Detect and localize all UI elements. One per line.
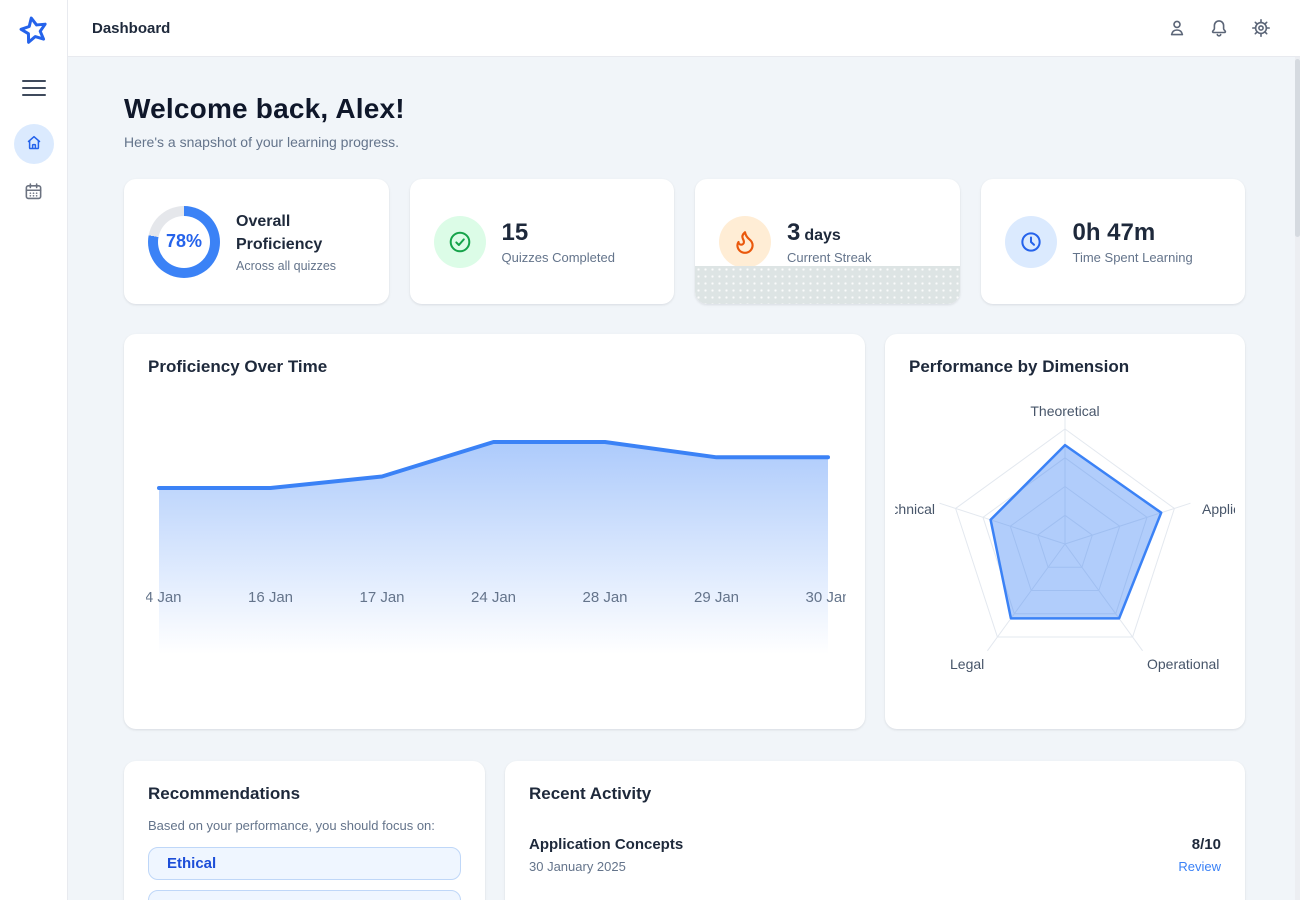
charts-row: Proficiency Over Time 14 Jan 16 Jan 17 Jan… [124,334,1245,729]
star-logo-icon [16,13,52,54]
radar-axis-label: Legal [950,656,984,672]
stat-title: Overall Proficiency [236,212,323,253]
activity-item: Application Concepts 30 January 2025 8/1… [529,836,1221,876]
app-logo[interactable] [14,13,54,53]
bottom-row: Recommendations Based on your performanc… [124,761,1245,900]
scrollbar-track [1295,57,1300,900]
radar-svg: Theoretical Application Operational Legal Te… [885,403,1245,672]
x-axis-label: 28 Jan [582,589,628,606]
flame-icon [719,215,771,268]
radar-axis-label: Operational [1147,656,1219,672]
recommendation-label: Ethical [167,855,217,872]
sidebar-item-calendar[interactable] [14,174,54,214]
x-axis-label: 14 Jan [146,589,182,606]
menu-icon[interactable] [21,76,46,100]
stat-label: Quizzes Completed [501,249,615,265]
chart-line [157,440,830,490]
line-chart-svg [157,440,830,683]
stats-row: 78% Overall Proficiency Across all quizz… [124,179,1245,304]
x-axis-label: 30 Jan [805,589,846,606]
recent-activity-card: Recent Activity Application Concepts 30 … [505,761,1245,900]
stat-card-streak: 3 days Current Streak [695,179,960,304]
chart-title: Performance by Dimension [909,357,1130,376]
activity-name: Application Concepts [529,836,684,853]
stat-card-proficiency: 78% Overall Proficiency Across all quizz… [124,179,389,304]
stat-card-quizzes: 15 Quizzes Completed [409,179,674,304]
top-bar: Dashboard [68,0,1300,57]
page-title: Dashboard [92,19,171,37]
proficiency-percent: 78% [165,231,203,251]
stat-label: Current Streak [787,249,872,265]
recommendations-title: Recommendations [148,784,301,803]
clock-icon [1004,215,1057,268]
proficiency-chart-card: Proficiency Over Time 14 Jan 16 Jan 17 Jan… [124,334,865,729]
recommendations-subtitle: Based on your performance, you should fo… [148,818,435,833]
recommendation-pill[interactable]: Ethical [148,847,461,880]
stat-unit: days [804,226,841,244]
main-content: Welcome back, Alex! Here's a snapshot of… [68,57,1300,900]
review-link[interactable]: Review [1178,859,1221,874]
home-icon [24,132,44,157]
scrollbar-thumb[interactable] [1295,59,1300,237]
proficiency-donut-icon: 78% [148,205,220,278]
radar-axis-label: Application [1202,501,1235,517]
chart-area-fill [159,442,828,683]
radar-axis-labels: Theoretical Application Operational Legal Te… [885,403,1245,672]
welcome-heading: Welcome back, Alex! [124,93,405,124]
stat-label: Time Spent Learning [1072,249,1193,265]
welcome-subtitle: Here's a snapshot of your learning progr… [124,134,400,150]
streak-card-texture-band [695,266,960,304]
activity-score: 8/10 [1191,836,1221,853]
recommendation-pill-partial[interactable] [148,890,461,900]
calendar-icon [23,181,44,207]
radar-chart-card: Performance by Dimension Theoretical Appl… [885,334,1245,729]
stat-card-time: 0h 47m Time Spent Learning [980,179,1245,304]
proficiency-line-chart: 14 Jan 16 Jan 17 Jan 24 Jan 28 Jan 29 Jan 30 J… [146,433,846,683]
recommendations-card: Recommendations Based on your performanc… [124,761,485,900]
stat-subtitle: Across all quizzes [236,259,337,274]
performance-radar-chart: Theoretical Application Operational Legal Te… [885,384,1245,724]
check-circle-icon [433,215,486,268]
sidebar-item-home[interactable] [13,124,54,165]
stat-value: 0h 47m [1072,218,1156,246]
radar-data-polygon [989,443,1163,620]
bell-icon[interactable] [1209,18,1229,38]
user-icon[interactable] [1167,18,1187,38]
radar-axis-label: Theoretical [1030,403,1099,419]
x-axis-label: 29 Jan [693,589,740,606]
stat-value: 3 [787,218,801,246]
x-axis-label: 24 Jan [470,589,517,606]
recent-activity-title: Recent Activity [529,784,652,803]
recommendation-list: Ethical [148,847,461,900]
activity-date: 30 January 2025 [529,859,626,874]
chart-title: Proficiency Over Time [148,357,328,376]
x-axis-label: 17 Jan [359,589,405,606]
x-axis-label: 16 Jan [247,589,294,606]
radar-axis-label: Technical [895,501,935,517]
sidebar [0,0,68,900]
stat-value: 15 [501,218,529,246]
radar-grid [939,412,1191,652]
gear-icon[interactable] [1251,18,1271,38]
